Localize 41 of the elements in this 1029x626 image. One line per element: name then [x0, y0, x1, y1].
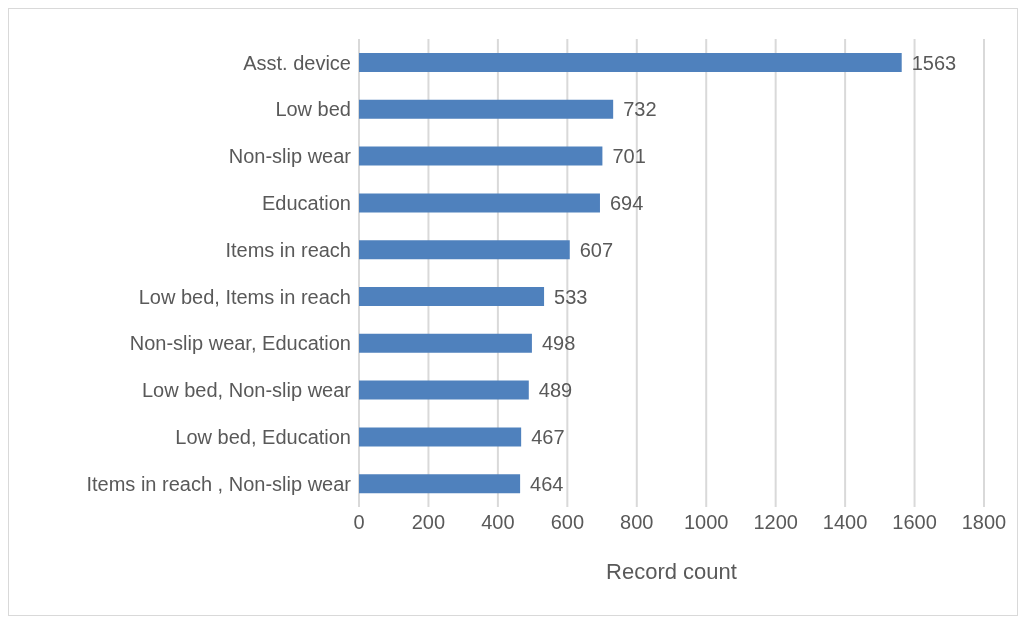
y-tick-label: Non-slip wear — [228, 145, 352, 168]
data-label: 489 — [538, 379, 573, 402]
data-label: 498 — [541, 332, 576, 355]
data-label: 694 — [609, 192, 644, 214]
data-label: 607 — [579, 238, 614, 261]
bar — [359, 193, 600, 213]
x-tick-label: 200 — [411, 511, 446, 534]
x-tick-label: 400 — [481, 511, 515, 534]
x-tick-label: 1400 — [822, 511, 868, 534]
y-tick-label: Items in reach — [225, 238, 351, 261]
bar — [359, 99, 614, 119]
data-label: 533 — [554, 285, 588, 308]
y-tick-label: Low bed, Education — [175, 425, 351, 448]
data-label: 464 — [530, 472, 564, 495]
bar — [359, 287, 545, 306]
y-tick-label: Education — [262, 191, 351, 214]
x-axis-title: Record count — [606, 559, 737, 584]
x-tick-label: 1000 — [683, 511, 729, 534]
bar — [359, 427, 522, 447]
y-tick-label: Asst. device — [243, 51, 351, 74]
bar — [359, 53, 902, 72]
x-tick-label: 1800 — [961, 511, 1007, 534]
y-tick-label: Low bed — [275, 98, 351, 121]
data-label: 467 — [531, 426, 565, 448]
x-tick-label: 0 — [353, 511, 365, 534]
x-tick-label: 800 — [620, 511, 654, 534]
bar — [359, 240, 570, 260]
data-label: 732 — [623, 98, 657, 121]
data-label: 701 — [612, 145, 646, 168]
y-tick-label: Items in reach , Non-slip wear — [86, 472, 352, 495]
y-tick-label: Non-slip wear, Education — [129, 332, 351, 355]
y-tick-label: Low bed, Items in reach — [138, 285, 351, 308]
x-tick-label: 600 — [550, 511, 585, 534]
bar — [359, 380, 529, 400]
bar — [359, 474, 521, 494]
bar — [359, 333, 532, 353]
y-tick-label: Low bed, Non-slip wear — [142, 379, 352, 402]
bar — [359, 146, 603, 166]
x-tick-label: 1600 — [892, 511, 937, 534]
x-tick-label: 1200 — [753, 511, 798, 534]
data-label: 1563 — [911, 51, 957, 74]
